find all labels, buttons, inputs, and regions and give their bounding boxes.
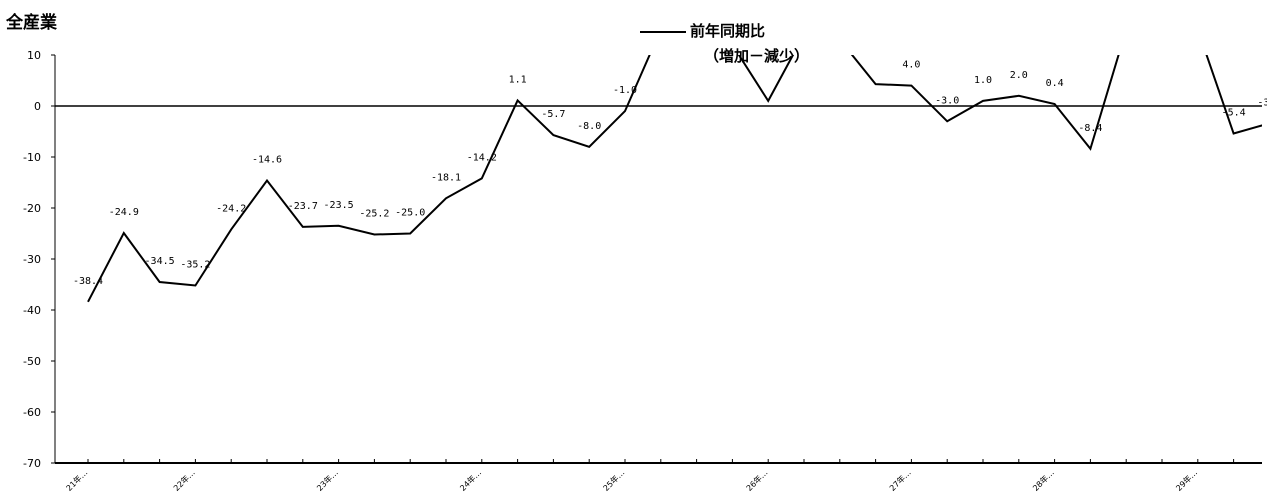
data-label: -14.6 [252,154,282,165]
data-label: 0.4 [1046,78,1064,89]
y-tick-label: 0 [34,100,41,113]
data-label: 2.0 [1010,70,1028,81]
data-label: -38.4 [73,276,103,287]
x-year-label: 22年… [171,467,197,493]
x-year-label: 27年… [887,467,913,493]
data-label: -14.2 [467,152,497,163]
y-tick-label: 10 [27,49,41,62]
data-label: 1.0 [974,75,992,86]
legend: 前年同期比 （増加－減少） [640,20,809,66]
x-year-label: 25年… [601,467,627,493]
x-year-label: 29年… [1174,467,1200,493]
data-label: -25.0 [395,208,425,219]
chart-title: 全産業 [6,13,57,33]
data-label: -5.4 [1222,108,1246,119]
series-line [87,55,1262,303]
data-label: -23.5 [324,200,354,211]
data-label: -5.7 [541,109,565,120]
x-year-label: 24年… [458,467,484,493]
legend-line-swatch [640,30,686,33]
y-tick-label: -20 [23,202,41,215]
data-label: -24.9 [109,207,139,218]
data-label: -3.0 [935,95,959,106]
data-label: -23.7 [288,201,318,212]
data-label: -35.2 [180,260,210,271]
data-label: -1.0 [613,85,637,96]
data-label: -8.0 [577,121,601,132]
y-tick-label: -50 [23,355,41,368]
legend-series-name: 前年同期比 [690,22,766,40]
y-tick-label: -70 [23,457,41,470]
data-label: -8.4 [1078,123,1102,134]
y-tick-label: -60 [23,406,41,419]
x-year-label: 21年… [64,467,90,493]
data-label: 1.1 [509,74,527,85]
data-label: -24.2 [216,203,246,214]
x-year-label: 26年… [744,467,770,493]
data-label: -3.4 [1257,97,1267,108]
x-year-label: 28年… [1030,467,1056,493]
data-label: 4.0 [902,60,920,71]
x-year-label: 23年… [314,467,340,493]
legend-subtitle: （増加－減少） [704,47,810,65]
y-tick-label: -10 [23,151,41,164]
y-tick-label: -40 [23,304,41,317]
y-tick-label: -30 [23,253,41,266]
data-label: -34.5 [145,256,175,267]
data-label: -18.1 [431,172,461,183]
data-label: -25.2 [359,209,389,220]
